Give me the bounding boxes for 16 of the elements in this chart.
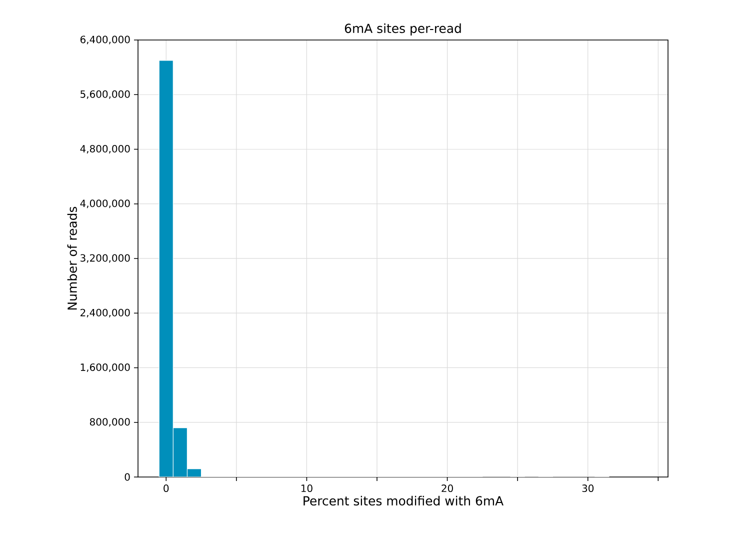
x-axis-title: Percent sites modified with 6mA <box>304 496 504 506</box>
y-tick-label: 0 <box>124 473 130 481</box>
y-tick-label: 1,600,000 <box>80 363 130 372</box>
y-tick-label: 4,000,000 <box>80 200 130 208</box>
y-tick-label: 5,600,000 <box>80 90 130 99</box>
x-tick-label: 20 <box>442 484 453 492</box>
y-tick-label: 3,200,000 <box>80 254 130 263</box>
x-tick-label: 30 <box>582 484 594 492</box>
x-tick-label: 0 <box>164 484 169 492</box>
y-tick-label: 6,400,000 <box>80 36 130 44</box>
y-tick-label: 2,400,000 <box>80 308 130 318</box>
y-tick-label: 800,000 <box>90 418 130 427</box>
chart-title: 6mA sites per-read <box>344 23 461 36</box>
y-tick-label: 4,800,000 <box>80 144 130 154</box>
y-axis-title: Number of reads <box>67 206 77 310</box>
x-tick-label: 10 <box>301 484 312 492</box>
